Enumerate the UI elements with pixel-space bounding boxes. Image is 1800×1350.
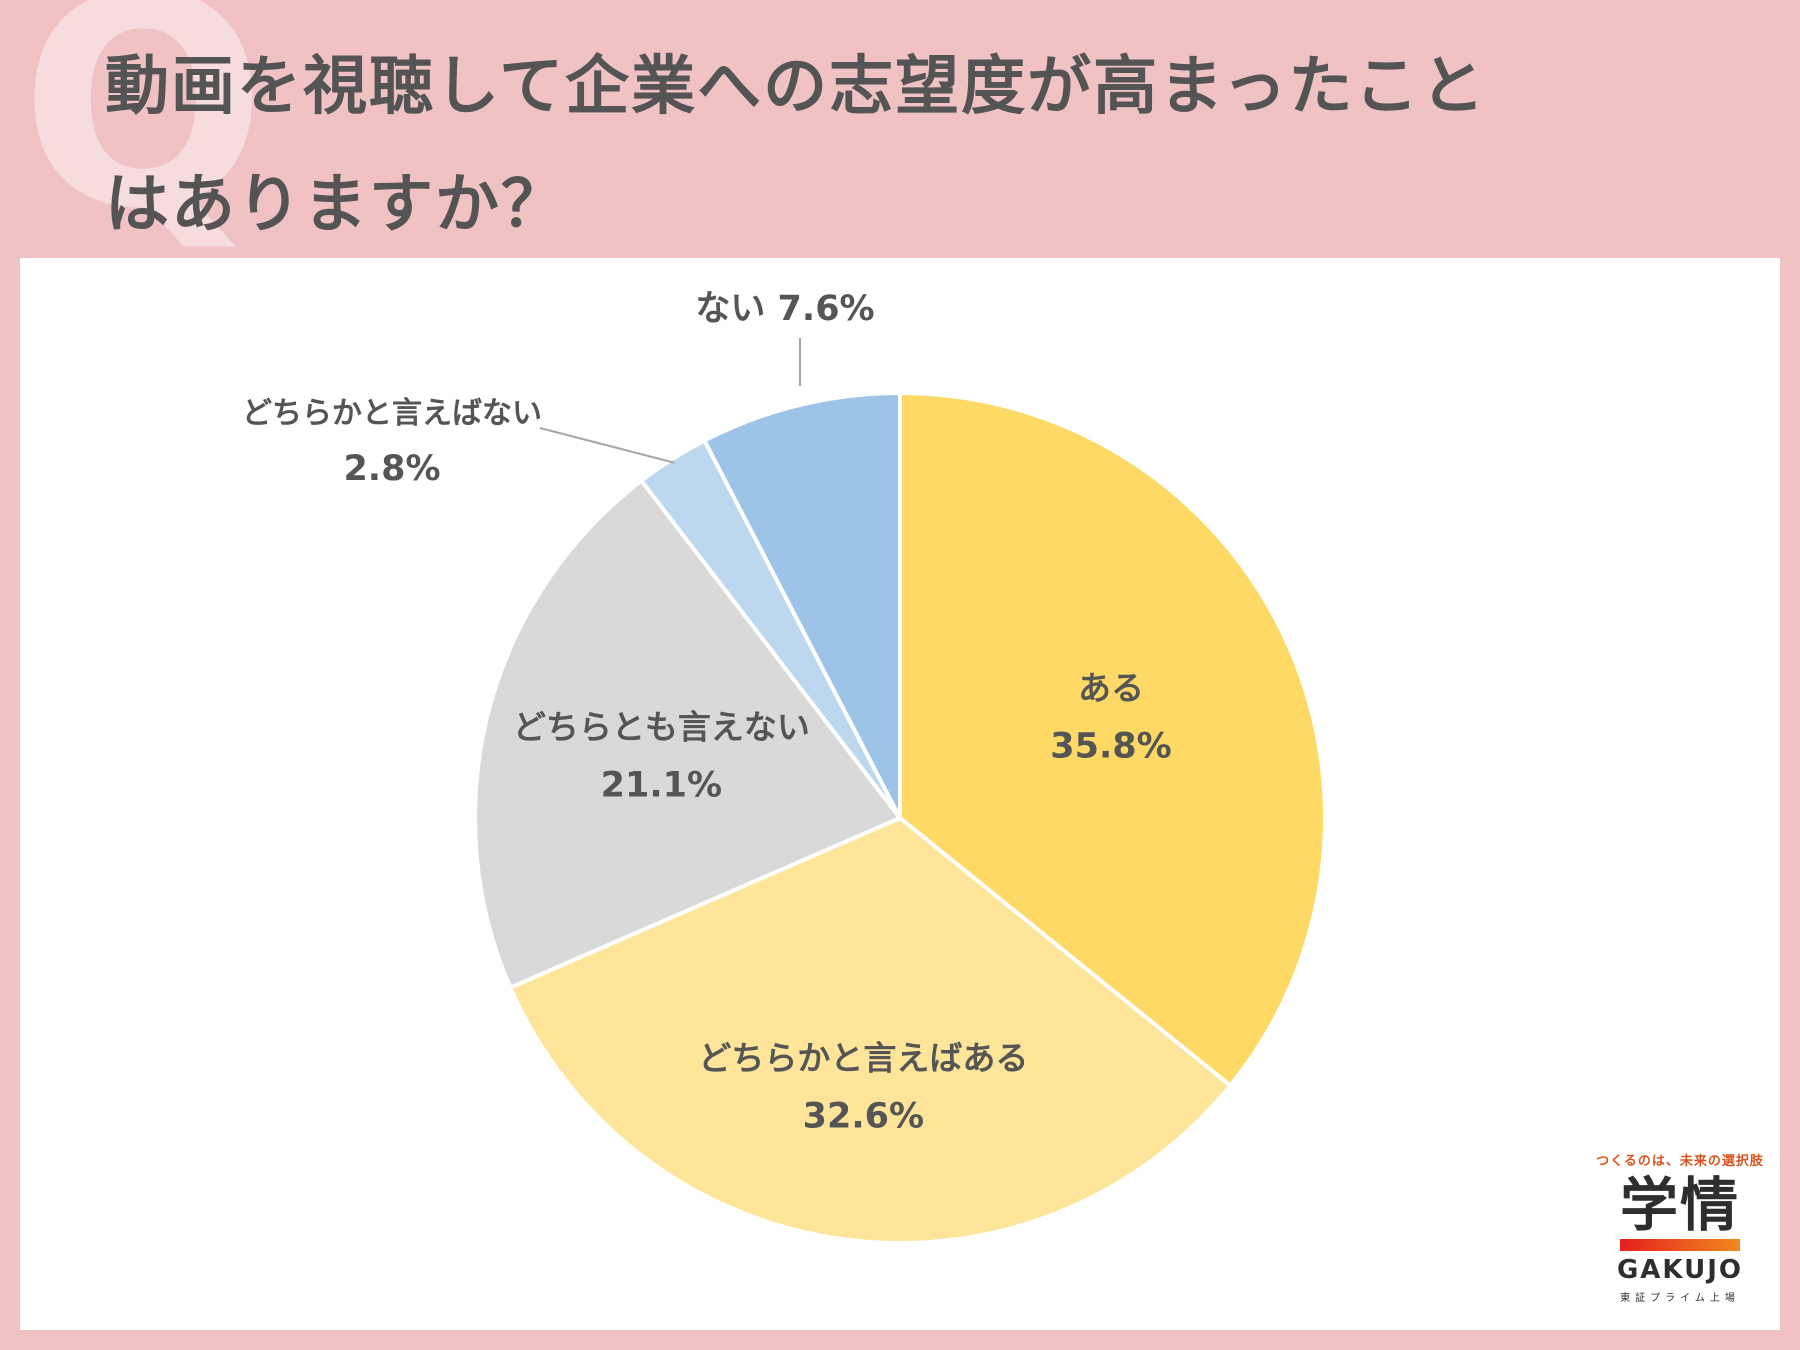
question-title: 動画を視聴して企業への志望度が高まったこと はありますか？: [105, 28, 1785, 264]
logo-bar: [1620, 1239, 1740, 1251]
chart-panel: ある 35.8% どちらかと言えばある 32.6% どちらとも言えない 21.1% どちらか…: [20, 258, 1780, 1330]
slice-value-2: 32.6%: [803, 1097, 924, 1137]
pie-slice-5: [701, 390, 902, 819]
pie-slice-2: [507, 815, 1234, 1245]
slice-value-3: 21.1%: [601, 765, 722, 805]
slice-label-2: どちらかと言えばある: [698, 1039, 1028, 1078]
question-line-2: はありますか？: [105, 168, 567, 242]
slice-label-5: ない 7.6%: [695, 289, 874, 329]
slice-value-1: 35.8%: [1050, 726, 1171, 766]
question-line-1: 動画を視聴して企業への志望度が高まったこと: [105, 50, 1487, 124]
logo-kanji: 学情: [1619, 1171, 1740, 1239]
pie-slice-3: [473, 477, 904, 991]
logo-brand: GAKUJO: [1616, 1255, 1744, 1285]
slice-label-4: どちらかと言えばない: [242, 396, 542, 431]
slice-label-3: どちらとも言えない: [513, 707, 810, 746]
q-background-mark: Q: [20, 0, 267, 273]
pie-chart: ある 35.8% どちらかと言えばある 32.6% どちらとも言えない 21.1% どちらか…: [242, 289, 1327, 1245]
logo-subtext: 東証プライム上場: [1620, 1293, 1740, 1304]
pie-slice-1: [898, 390, 1327, 1089]
slice-value-4: 2.8%: [343, 449, 440, 489]
slice-label-1: ある: [1078, 668, 1144, 707]
logo-tagline: つくるのは、未来の選択肢: [1596, 1154, 1764, 1169]
gakujo-logo: つくるのは、未来の選択肢 学情 GAKUJO 東証プライム上場: [1590, 1150, 1770, 1315]
leader-line-4: [539, 427, 675, 464]
